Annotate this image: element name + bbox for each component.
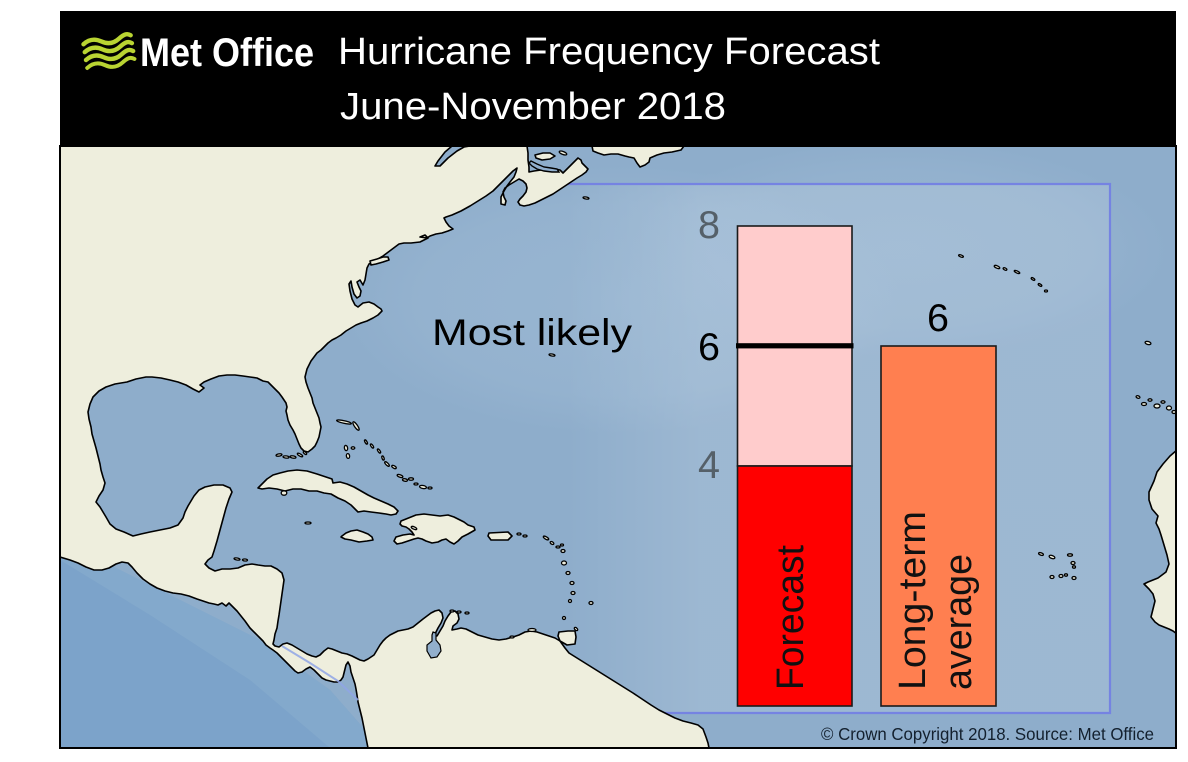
svg-text:6: 6	[927, 297, 949, 340]
svg-text:average: average	[938, 554, 980, 690]
svg-text:6: 6	[698, 326, 720, 369]
svg-text:Most likely: Most likely	[432, 312, 633, 353]
svg-text:Met Office: Met Office	[140, 31, 314, 75]
svg-text:4: 4	[698, 444, 720, 487]
svg-text:June-November 2018: June-November 2018	[340, 86, 726, 128]
svg-text:8: 8	[698, 204, 720, 247]
svg-text:© Crown Copyright 2018. Source: © Crown Copyright 2018. Source: Met Offi…	[821, 724, 1154, 744]
svg-text:Forecast: Forecast	[770, 545, 812, 690]
svg-text:Hurricane Frequency Forecast: Hurricane Frequency Forecast	[338, 31, 880, 73]
svg-text:Long-term: Long-term	[892, 511, 934, 690]
